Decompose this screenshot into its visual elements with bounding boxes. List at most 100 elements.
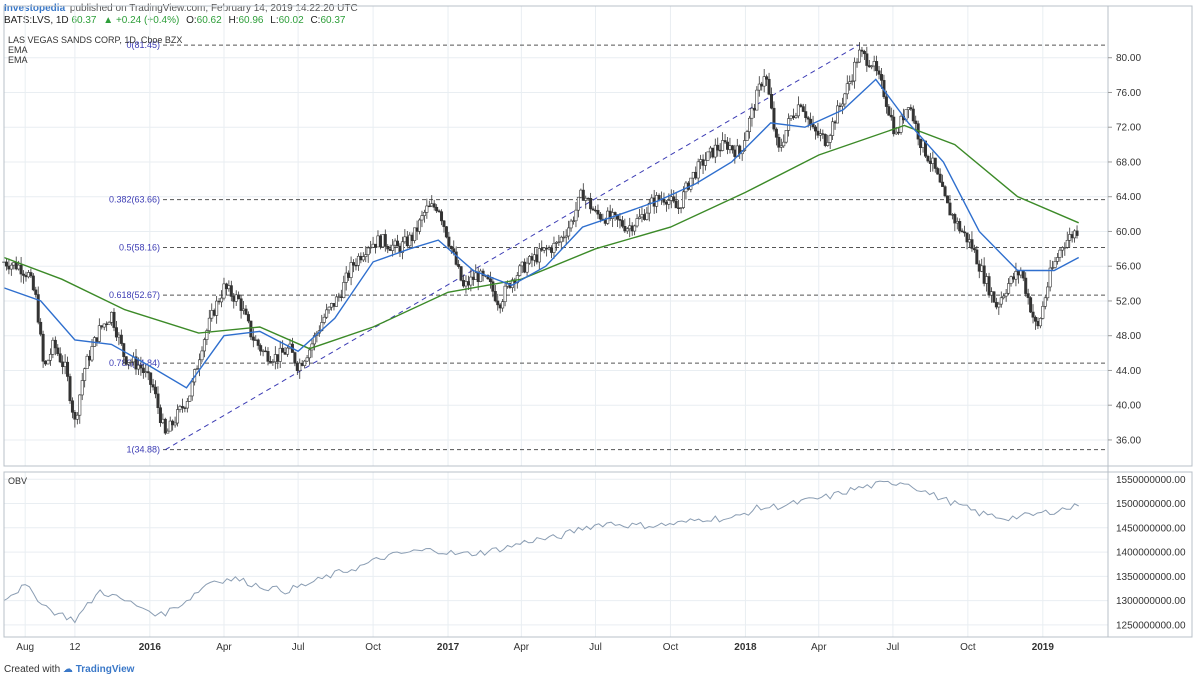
candle-body [217,300,221,303]
candle-body [630,225,634,232]
candle-body [48,353,52,361]
candle-body [405,236,409,247]
candle-body [1011,276,1015,280]
candle-body [239,298,243,311]
price-pane[interactable]: 0(81.45) 0.382(63.66) 0.5(58.16) 0.618(52.6… [2,6,1108,466]
candle-body [748,117,752,132]
candle-body [459,266,463,281]
candle-body [799,104,803,107]
trend-channel-line [165,44,859,451]
candle-body [889,114,893,118]
candle-body [638,216,642,219]
candle-body [220,297,224,303]
candle-body [679,207,683,209]
candle-body [102,323,106,328]
candle-body [129,361,133,364]
candle-body [1043,297,1047,307]
candle-body [61,361,65,367]
candle-body [388,248,392,251]
candle-body [755,89,759,111]
candle-body [669,196,673,201]
candle-body [726,141,730,150]
candle-body [242,308,246,311]
x-tick-label: Apr [811,642,827,653]
high-label: H: [228,15,239,26]
x-tick-label: Jul [887,642,900,653]
candle-body [620,220,624,227]
candle-body [39,321,43,335]
candle-body [642,214,646,220]
price-y-tick-label: 36.00 [1116,435,1141,446]
candle-body [415,227,419,232]
candle-body [1024,277,1028,294]
chart-header: Investopedia published on TradingView.co… [4,3,358,14]
tradingview-logo-icon: ☁ [62,664,73,675]
candle-body [647,202,651,214]
price-y-tick-label: 68.00 [1116,157,1141,168]
candle-body [789,115,793,119]
candle-body [176,409,180,424]
candle-body [897,131,901,134]
candle-body [611,212,615,219]
ema-slow-line [3,124,1079,350]
candle-body [58,353,62,363]
candle-body [860,49,864,52]
candle-body [464,281,468,287]
candle-body [850,80,854,83]
high-value: 60.96 [238,15,264,26]
candle-body [875,61,879,72]
candle-body [831,121,835,136]
candle-body [119,334,123,344]
candle-body [479,270,483,282]
candle-body [657,195,661,200]
candle-body [207,317,211,331]
obv-title: OBV [8,476,27,486]
candle-body [471,276,475,280]
fib-level-label: 1(34.88) [126,445,160,455]
candle-body [452,248,456,253]
candle-body [408,234,412,247]
candle-body [1075,230,1079,236]
candle-body [562,236,566,239]
candle-body [34,289,38,295]
candle-body [1016,271,1020,276]
candle-body [823,134,827,146]
candle-body [584,197,588,201]
price-y-tick-label: 48.00 [1116,331,1141,342]
candle-body [545,247,549,250]
candle-body [1004,292,1008,297]
candle-body [234,294,238,302]
obv-pane[interactable]: OBV [3,472,1108,637]
candle-body [794,115,798,118]
candle-body [56,347,60,355]
candle-body [765,76,769,80]
candle-body [474,272,478,280]
fib-level-label: 0.618(52.67) [109,290,160,300]
candle-body [960,230,964,233]
candle-body [454,251,458,265]
obv-y-tick-label: 1400000000.00 [1116,548,1186,559]
legend-entry-ema: EMA [8,45,28,55]
candle-body [300,362,304,366]
candle-body [1009,276,1013,284]
candle-body [354,264,358,267]
candle-body [78,394,82,416]
candle-body [496,300,500,306]
candle-body [12,262,16,266]
candle-body [535,254,539,263]
candle-body [29,272,33,277]
candle-body [691,171,695,179]
candle-body [552,243,556,253]
candle-body [1068,234,1072,241]
candle-body [745,131,749,141]
candle-body [948,202,952,216]
x-tick-label: 2016 [139,642,162,653]
price-y-tick-label: 40.00 [1116,401,1141,412]
candle-body [295,363,299,371]
candle-body [857,49,861,63]
candle-body [418,219,422,232]
candle-body [540,248,544,251]
x-tick-label: 2018 [734,642,757,653]
footer: Created with ☁ TradingView [4,664,134,675]
